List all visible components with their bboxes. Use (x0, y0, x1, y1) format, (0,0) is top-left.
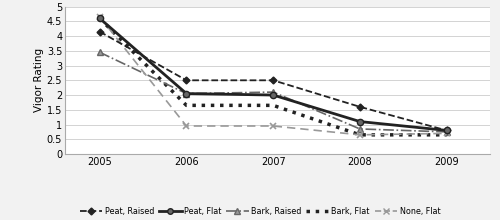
Legend: Peat, Raised, Peat, Flat, Bark, Raised, Bark, Flat, None, Flat: Peat, Raised, Peat, Flat, Bark, Raised, … (80, 207, 440, 216)
Y-axis label: Vigor Rating: Vigor Rating (34, 48, 44, 112)
